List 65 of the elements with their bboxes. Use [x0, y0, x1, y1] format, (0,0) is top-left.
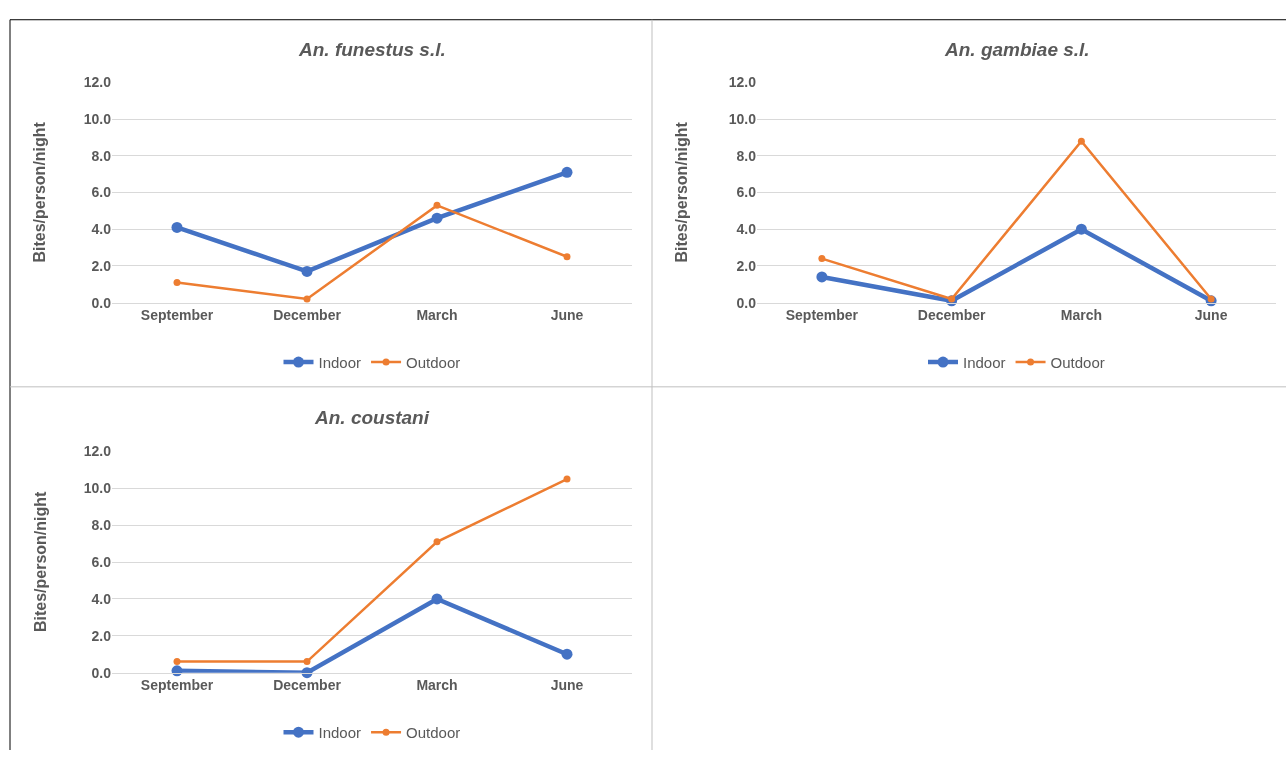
y-axis-title: Bites/person/night [31, 490, 49, 633]
x-tick-label: June [550, 307, 584, 324]
point [1207, 295, 1215, 303]
y-tick-label: 6.0 [91, 184, 112, 201]
point [561, 648, 573, 660]
y-tick-label: 4.0 [91, 221, 112, 238]
y-tick-label: 4.0 [736, 221, 757, 238]
point [561, 166, 573, 178]
chart-title: An. coustani [314, 407, 430, 428]
point [818, 255, 826, 263]
legend-label: Outdoor [406, 353, 461, 371]
y-tick-label: 4.0 [91, 590, 112, 607]
legend-label: Outdoor [1050, 353, 1105, 371]
y-tick-label: 12.0 [728, 74, 757, 91]
legend-label: Indoor [963, 353, 1006, 371]
point [816, 271, 828, 283]
x-tick-label: June [550, 677, 584, 694]
x-tick-label: December [273, 677, 342, 694]
y-tick-label: 10.0 [83, 111, 112, 128]
y-tick-label: 10.0 [728, 111, 757, 128]
x-tick-label: March [416, 677, 458, 694]
y-tick-label: 0.0 [91, 664, 112, 681]
y-tick-label: 2.0 [91, 627, 112, 644]
point [433, 201, 441, 209]
x-tick-label: September [785, 307, 859, 324]
point [563, 475, 571, 483]
point [1075, 223, 1087, 235]
point [171, 221, 183, 233]
chart-title: An. funestus s.l. [298, 39, 446, 60]
y-tick-label: 6.0 [736, 184, 757, 201]
chart-title: An. gambiae s.l. [944, 39, 1090, 60]
x-tick-label: December [273, 307, 342, 324]
x-tick-label: March [416, 307, 458, 324]
y-tick-label: 2.0 [736, 257, 757, 274]
y-tick-label: 2.0 [91, 257, 112, 274]
y-axis-title: Bites/person/night [673, 121, 691, 263]
point [1077, 137, 1085, 145]
point [173, 278, 181, 286]
x-tick-label: December [917, 307, 987, 324]
y-tick-label: 8.0 [91, 147, 112, 164]
point [433, 538, 441, 546]
legend-label: Outdoor [406, 723, 461, 741]
point [303, 658, 311, 666]
point [431, 212, 443, 224]
point [563, 253, 571, 261]
x-tick-label: September [140, 307, 214, 324]
point [301, 265, 313, 277]
point [173, 658, 181, 666]
y-tick-label: 12.0 [83, 74, 112, 91]
point [948, 295, 956, 303]
x-tick-label: March [1060, 307, 1102, 324]
y-tick-label: 10.0 [83, 480, 112, 497]
y-axis-title: Bites/person/night [31, 121, 49, 263]
y-tick-label: 0.0 [91, 294, 112, 311]
y-tick-label: 6.0 [91, 553, 112, 570]
point [303, 295, 311, 303]
y-tick-label: 0.0 [736, 294, 757, 311]
x-tick-label: September [140, 677, 214, 694]
point [431, 593, 443, 605]
y-tick-label: 8.0 [736, 147, 757, 164]
legend-label: Indoor [318, 353, 362, 371]
x-tick-label: June [1194, 307, 1228, 324]
y-tick-label: 12.0 [83, 443, 112, 460]
legend-label: Indoor [318, 723, 362, 741]
y-tick-label: 8.0 [91, 517, 112, 534]
